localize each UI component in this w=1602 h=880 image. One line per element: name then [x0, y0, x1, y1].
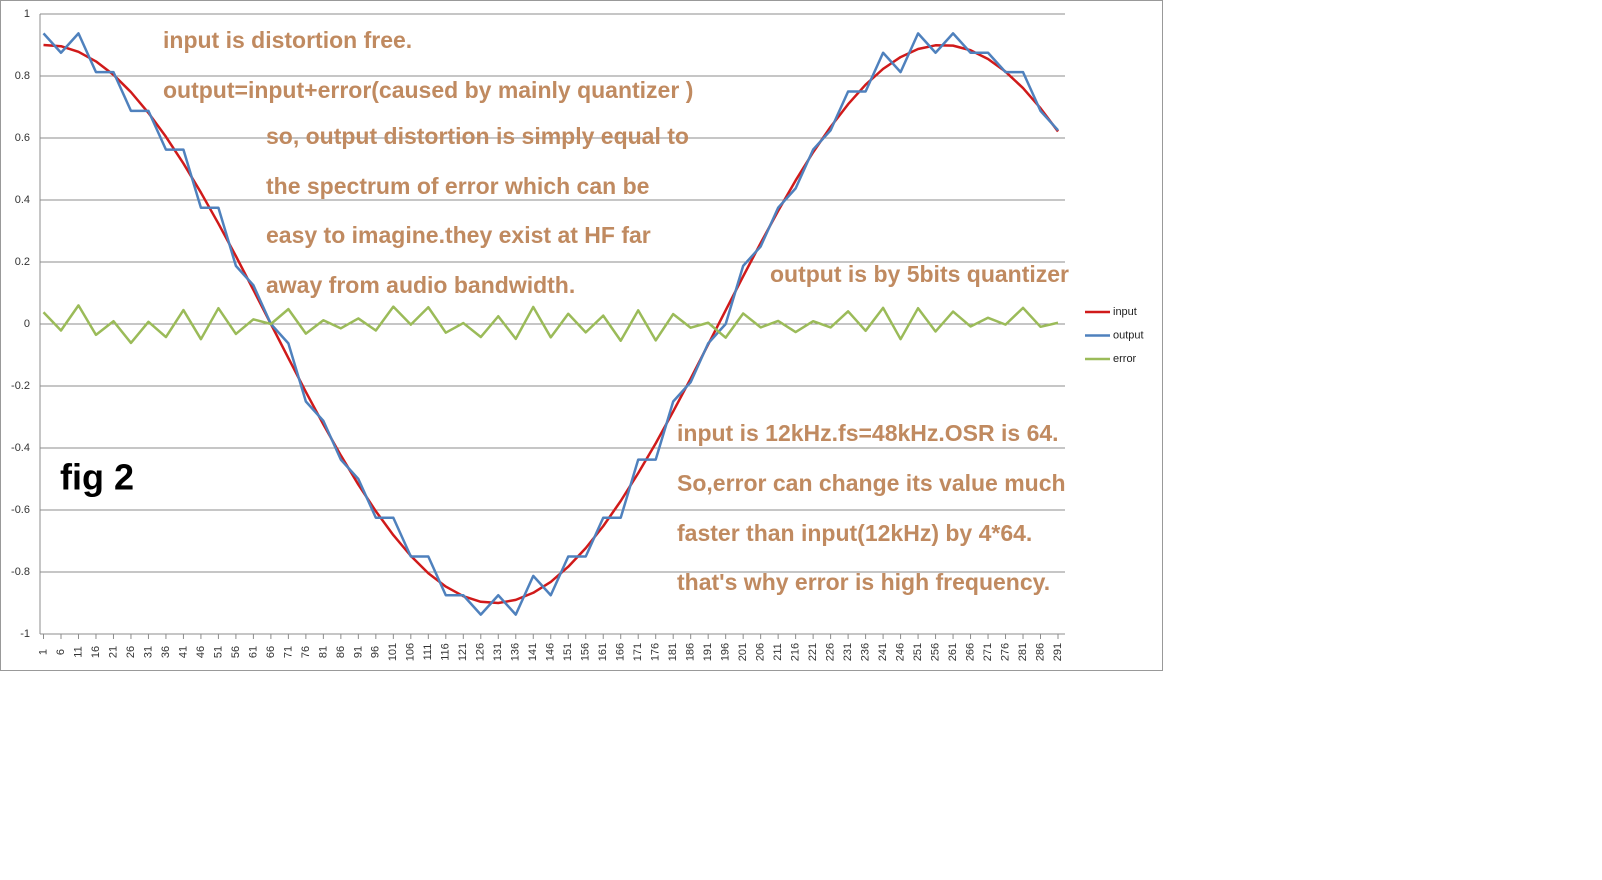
x-tick-label: 176: [650, 643, 662, 661]
annotation: output=input+error(caused by mainly quan…: [163, 77, 693, 103]
x-tick-label: 116: [440, 643, 452, 661]
x-tick-label: 6: [55, 649, 67, 655]
annotation: input is 12kHz.fs=48kHz.OSR is 64.: [677, 420, 1059, 446]
x-tick-label: 246: [894, 643, 906, 661]
x-tick-label: 131: [492, 643, 504, 661]
x-tick-label: 266: [964, 643, 976, 661]
annotation: easy to imagine.they exist at HF far: [266, 222, 651, 248]
x-tick-label: 66: [265, 646, 277, 658]
x-tick-label: 256: [929, 643, 941, 661]
y-tick-label: 0.8: [15, 70, 30, 82]
x-tick-label: 91: [352, 646, 364, 658]
y-tick-label: -0.4: [11, 442, 30, 454]
x-tick-label: 276: [999, 643, 1011, 661]
x-tick-label: 196: [720, 643, 732, 661]
x-tick-label: 146: [545, 643, 557, 661]
y-tick-label: 0: [24, 318, 30, 330]
x-tick-label: 56: [230, 646, 242, 658]
x-tick-label: 46: [195, 646, 207, 658]
x-tick-label: 71: [282, 646, 294, 658]
annotation: so, output distortion is simply equal to: [266, 123, 689, 149]
y-tick-label: -0.8: [11, 566, 30, 578]
x-tick-label: 281: [1017, 643, 1029, 661]
x-tick-label: 51: [212, 646, 224, 658]
y-tick-label: 1: [24, 8, 30, 20]
x-tick-label: 201: [737, 643, 749, 661]
x-tick-label: 191: [702, 643, 714, 661]
y-tick-label: -0.2: [11, 380, 30, 392]
series-line: [43, 43, 1059, 605]
x-tick-label: 261: [947, 643, 959, 661]
x-tick-label: 231: [842, 643, 854, 661]
x-tick-label: 31: [142, 646, 154, 658]
annotation: that's why error is high frequency.: [677, 569, 1050, 595]
figure-label: fig 2: [60, 457, 134, 498]
x-tick-label: 156: [580, 643, 592, 661]
x-tick-label: 41: [177, 646, 189, 658]
x-tick-label: 181: [667, 643, 679, 661]
x-tick-label: 136: [510, 643, 522, 661]
x-tick-label: 111: [422, 644, 434, 661]
x-tick-label: 26: [125, 646, 137, 658]
y-tick-label: 0.6: [15, 132, 30, 144]
x-tick-label: 121: [457, 643, 469, 661]
x-tick-label: 1: [37, 649, 49, 655]
x-tick-label: 216: [790, 643, 802, 661]
x-tick-label: 61: [247, 646, 259, 658]
y-tick-label: 0.4: [15, 194, 30, 206]
x-tick-label: 251: [912, 643, 924, 661]
x-tick-label: 21: [107, 646, 119, 658]
x-tick-label: 286: [1034, 643, 1046, 661]
x-tick-label: 226: [825, 643, 837, 661]
y-tick-label: 0.2: [15, 256, 30, 268]
legend-label: input: [1113, 306, 1137, 318]
annotation: faster than input(12kHz) by 4*64.: [677, 520, 1032, 546]
annotation: away from audio bandwidth.: [266, 272, 575, 298]
x-tick-label: 106: [405, 643, 417, 661]
annotation: input is distortion free.: [163, 27, 412, 53]
y-tick-label: -1: [20, 628, 30, 640]
x-tick-label: 11: [72, 646, 84, 657]
x-tick-label: 166: [615, 643, 627, 661]
x-tick-label: 151: [562, 643, 574, 661]
chart-frame: [0, 0, 1163, 671]
x-tick-label: 186: [685, 643, 697, 661]
x-tick-label: 221: [807, 643, 819, 661]
series-line: [42, 32, 1059, 616]
x-tick-label: 81: [317, 646, 329, 658]
x-tick-label: 206: [755, 643, 767, 661]
x-tick-label: 16: [90, 646, 102, 658]
x-tick-label: 271: [982, 643, 994, 661]
x-tick-label: 86: [335, 646, 347, 658]
x-tick-label: 96: [370, 646, 382, 658]
legend-label: error: [1113, 353, 1137, 365]
y-tick-label: -0.6: [11, 504, 30, 516]
x-tick-label: 171: [632, 643, 644, 661]
annotation: So,error can change its value much: [677, 470, 1066, 496]
x-tick-label: 236: [860, 643, 872, 661]
x-tick-label: 126: [475, 643, 487, 661]
annotation: output is by 5bits quantizer: [770, 261, 1069, 287]
series-line: [42, 304, 1059, 345]
legend-label: output: [1113, 329, 1144, 341]
x-tick-label: 161: [597, 643, 609, 661]
annotation: the spectrum of error which can be: [266, 173, 649, 199]
x-tick-label: 141: [527, 643, 539, 661]
x-tick-label: 101: [387, 643, 399, 661]
x-tick-label: 36: [160, 646, 172, 658]
x-tick-label: 241: [877, 643, 889, 661]
x-tick-label: 291: [1052, 643, 1064, 661]
x-tick-label: 76: [300, 646, 312, 658]
x-tick-label: 211: [772, 643, 784, 661]
